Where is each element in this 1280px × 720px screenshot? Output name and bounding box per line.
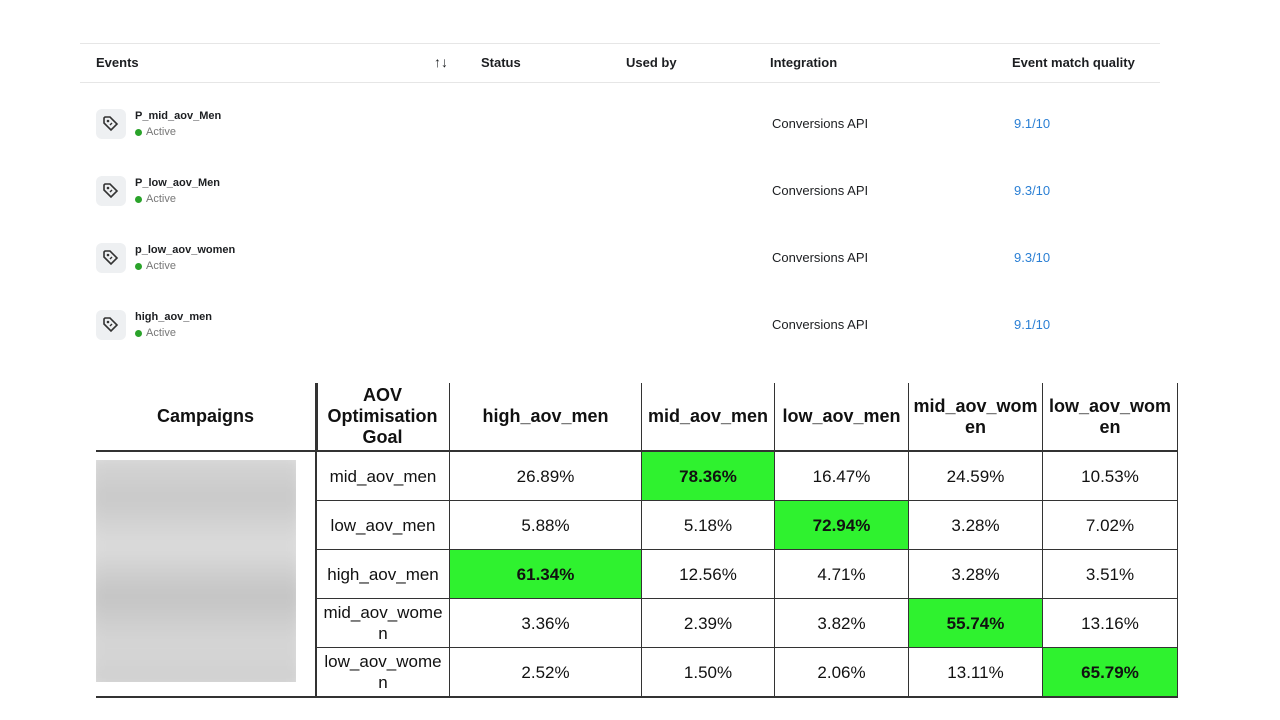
event-name[interactable]: P_low_aov_Men	[135, 177, 220, 189]
table-header: Campaigns	[96, 383, 316, 452]
value-cell: 16.47%	[775, 452, 909, 501]
value-cell: 2.39%	[642, 599, 775, 648]
value-cell: 3.28%	[909, 501, 1043, 550]
table-header: mid_aov_men	[642, 383, 775, 452]
value-cell: 3.51%	[1043, 550, 1178, 599]
campaign-cell	[96, 452, 316, 501]
divider	[80, 82, 1160, 83]
tag-icon	[103, 250, 119, 266]
table-header: mid_aov_women	[909, 383, 1043, 452]
value-cell: 13.16%	[1043, 599, 1178, 648]
value-cell: 10.53%	[1043, 452, 1178, 501]
value-cell: 3.28%	[909, 550, 1043, 599]
value-cell: 65.79%	[1043, 648, 1178, 697]
tag-icon	[103, 317, 119, 333]
value-cell: 5.18%	[642, 501, 775, 550]
column-header: Event match quality	[1012, 55, 1135, 70]
event-icon	[96, 109, 126, 139]
match-quality[interactable]: 9.1/10	[1014, 116, 1051, 131]
status-dot	[135, 330, 142, 337]
column-header[interactable]: Events	[96, 55, 139, 70]
divider	[80, 43, 1160, 44]
table-border	[96, 696, 1178, 698]
event-name[interactable]: p_low_aov_women	[135, 244, 236, 256]
campaign-cell	[96, 648, 316, 697]
campaign-cell	[96, 501, 316, 550]
goal-cell: low_aov_men	[316, 501, 450, 550]
status-dot	[135, 196, 142, 203]
event-status: Active	[146, 193, 176, 205]
integration: Conversions API	[772, 116, 869, 131]
match-quality[interactable]: 9.3/10	[1014, 250, 1051, 265]
table-header: low_aov_women	[1043, 383, 1178, 452]
match-quality[interactable]: 9.1/10	[1014, 317, 1051, 332]
event-status: Active	[146, 327, 176, 339]
value-cell: 72.94%	[775, 501, 909, 550]
value-cell: 3.82%	[775, 599, 909, 648]
table-header: AOV Optimisation Goal	[316, 383, 450, 452]
event-status: Active	[146, 126, 176, 138]
event-name[interactable]: high_aov_men	[135, 311, 213, 323]
blurred-campaigns	[96, 460, 296, 682]
table-header: low_aov_men	[775, 383, 909, 452]
value-cell: 55.74%	[909, 599, 1043, 648]
value-cell: 2.06%	[775, 648, 909, 697]
tag-icon	[103, 183, 119, 199]
column-header: Integration	[770, 55, 838, 70]
integration: Conversions API	[772, 317, 869, 332]
value-cell: 12.56%	[642, 550, 775, 599]
value-cell: 7.02%	[1043, 501, 1178, 550]
column-header: Used by	[626, 55, 677, 70]
table-header: high_aov_men	[450, 383, 642, 452]
campaign-cell	[96, 550, 316, 599]
match-quality[interactable]: 9.3/10	[1014, 183, 1051, 198]
tag-icon	[103, 116, 119, 132]
campaign-cell	[96, 599, 316, 648]
event-icon	[96, 243, 126, 273]
event-icon	[96, 310, 126, 340]
event-name[interactable]: P_mid_aov_Men	[135, 110, 222, 122]
integration: Conversions API	[772, 250, 869, 265]
value-cell: 2.52%	[450, 648, 642, 697]
value-cell: 5.88%	[450, 501, 642, 550]
value-cell: 13.11%	[909, 648, 1043, 697]
integration: Conversions API	[772, 183, 869, 198]
goal-cell: mid_aov_women	[316, 599, 450, 648]
value-cell: 26.89%	[450, 452, 642, 501]
value-cell: 78.36%	[642, 452, 775, 501]
value-cell: 4.71%	[775, 550, 909, 599]
column-header: Status	[481, 55, 521, 70]
value-cell: 61.34%	[450, 550, 642, 599]
value-cell: 1.50%	[642, 648, 775, 697]
event-icon	[96, 176, 126, 206]
goal-cell: mid_aov_men	[316, 452, 450, 501]
value-cell: 3.36%	[450, 599, 642, 648]
value-cell: 24.59%	[909, 452, 1043, 501]
goal-cell: low_aov_women	[316, 648, 450, 697]
status-dot	[135, 263, 142, 270]
sort-icon[interactable]: ↑↓	[434, 54, 448, 70]
event-status: Active	[146, 260, 176, 272]
status-dot	[135, 129, 142, 136]
table-border	[316, 383, 318, 452]
goal-cell: high_aov_men	[316, 550, 450, 599]
